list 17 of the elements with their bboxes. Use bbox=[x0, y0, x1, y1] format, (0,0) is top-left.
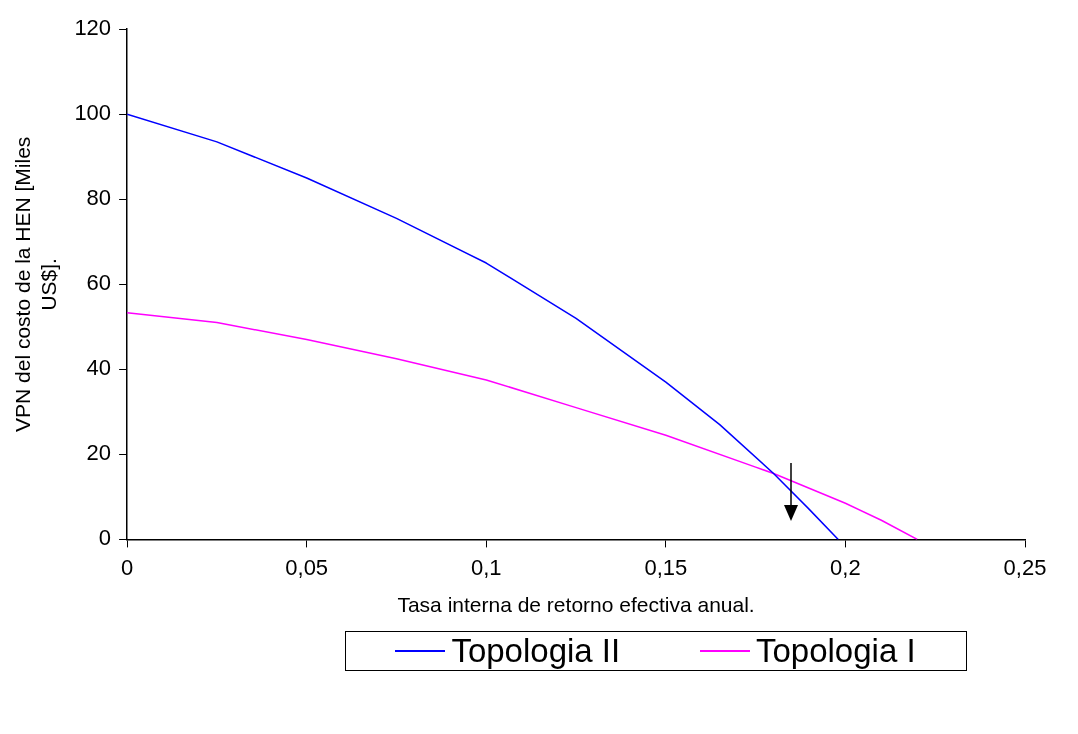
x-axis-title: Tasa interna de retorno efectiva anual. bbox=[397, 593, 755, 617]
x-tick-label: 0,05 bbox=[285, 554, 329, 580]
y-tick-label: 80 bbox=[86, 185, 112, 211]
y-tick-label: 0 bbox=[98, 525, 112, 551]
x-tick-label: 0,25 bbox=[1003, 554, 1047, 580]
y-tick-label: 100 bbox=[74, 100, 112, 126]
y-tick-label: 20 bbox=[86, 440, 112, 466]
y-axis-title: VPN del costo de la HEN [Miles US$]. bbox=[11, 136, 60, 432]
x-tick-label: 0 bbox=[120, 554, 134, 580]
y-tick-label: 120 bbox=[74, 15, 112, 41]
y-tick-label: 40 bbox=[86, 355, 112, 381]
x-tick-label: 0,2 bbox=[830, 554, 861, 580]
legend-label: Topologia I bbox=[755, 632, 916, 670]
x-tick-label: 0,15 bbox=[644, 554, 688, 580]
y-tick-label: 60 bbox=[86, 270, 112, 296]
x-tick-label: 0,1 bbox=[470, 554, 502, 580]
legend-label: Topologia II bbox=[451, 632, 621, 670]
